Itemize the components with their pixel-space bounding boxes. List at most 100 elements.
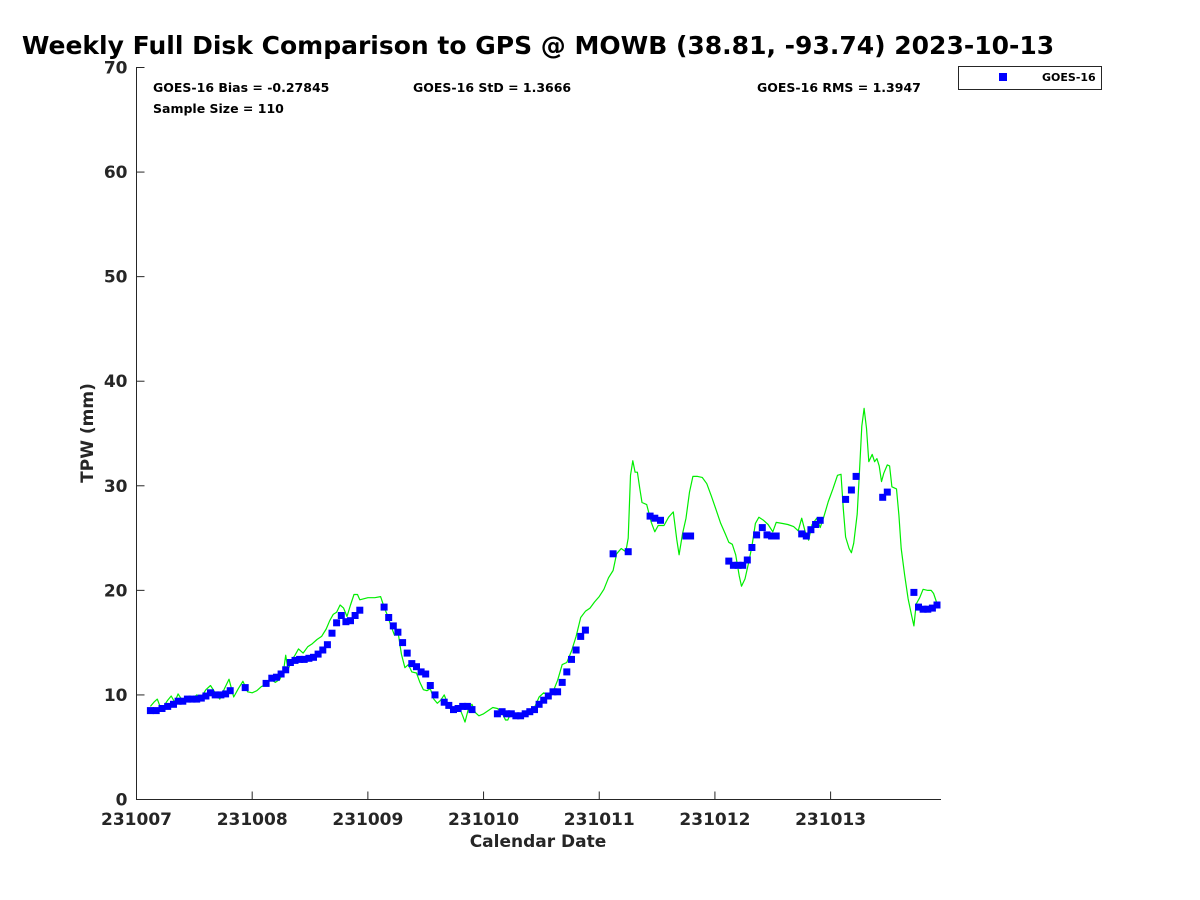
goes16-data-point: [512, 712, 520, 720]
goes16-data-point: [380, 603, 388, 611]
goes16-data-point: [493, 710, 501, 718]
goes16-data-point: [798, 530, 806, 538]
goes16-data-point: [459, 702, 467, 710]
stat-sample-size: Sample Size = 110: [153, 101, 284, 116]
goes16-data-point: [268, 674, 276, 682]
goes16-data-point: [577, 632, 585, 640]
goes16-data-point: [305, 654, 313, 662]
goes16-data-point: [568, 655, 575, 663]
goes16-data-point: [450, 706, 457, 714]
goes16-data-point: [394, 628, 402, 636]
goes16-data-point: [879, 493, 887, 501]
goes16-data-point: [431, 691, 439, 699]
goes16-data-point: [933, 601, 941, 609]
goes16-data-point: [758, 524, 766, 532]
goes16-scatter-series: [146, 472, 941, 720]
goes16-data-point: [521, 710, 529, 718]
goes16-data-point: [517, 712, 525, 720]
goes16-data-point: [158, 705, 166, 712]
goes16-data-point: [540, 696, 548, 704]
goes16-data-point: [342, 618, 350, 626]
goes16-data-point: [772, 532, 780, 540]
chart-title: Weekly Full Disk Comparison to GPS @ MOW…: [22, 31, 1054, 60]
goes16-data-point: [222, 690, 230, 698]
goes16-data-point: [554, 688, 562, 696]
goes16-data-point: [291, 656, 299, 664]
x-ticks: 231007 231008 231009 231010 231011 231012 2310…: [101, 791, 866, 830]
goes16-data-point: [847, 486, 855, 494]
y-tick-label: 0: [116, 791, 128, 811]
x-tick-label: 231009: [332, 810, 403, 830]
goes16-data-point: [174, 697, 182, 705]
goes16-data-point: [282, 666, 290, 674]
goes16-data-point: [193, 695, 201, 703]
goes16-data-point: [170, 700, 177, 708]
goes16-data-point: [842, 495, 850, 503]
goes16-data-point: [188, 695, 196, 703]
y-tick-label: 10: [104, 686, 128, 706]
goes16-data-point: [333, 619, 341, 627]
goes16-data-point: [197, 694, 205, 702]
goes16-data-point: [454, 705, 462, 712]
goes16-data-point: [549, 688, 557, 696]
goes16-data-point: [463, 702, 471, 710]
goes16-data-point: [558, 678, 566, 686]
x-tick-label: 231010: [448, 810, 519, 830]
goes16-data-point: [910, 588, 918, 596]
goes16-data-point: [743, 556, 751, 564]
goes16-data-point: [535, 700, 543, 708]
x-axis-label: Calendar Date: [470, 832, 607, 852]
stat-rms: GOES-16 RMS = 1.3947: [757, 80, 921, 95]
goes16-data-point: [802, 532, 810, 540]
goes16-data-point: [183, 695, 191, 703]
y-tick-label: 60: [104, 163, 128, 183]
goes16-data-point: [319, 646, 327, 654]
x-tick-label: 231013: [795, 810, 866, 830]
goes16-data-point: [286, 659, 294, 666]
goes16-data-point: [273, 673, 280, 681]
y-axis-label: TPW (mm): [78, 383, 98, 483]
goes16-data-point: [919, 605, 927, 613]
goes16-data-point: [816, 516, 824, 524]
goes16-data-point: [687, 532, 695, 540]
goes16-data-point: [445, 701, 453, 709]
goes16-data-point: [351, 612, 359, 619]
goes16-data-point: [734, 561, 742, 569]
stat-std: GOES-16 StD = 1.3666: [413, 80, 571, 95]
goes16-data-point: [226, 687, 234, 695]
goes16-data-point: [812, 521, 820, 528]
goes16-data-point: [426, 682, 434, 689]
goes16-data-point: [682, 532, 690, 540]
goes16-data-point: [403, 649, 411, 657]
y-ticks: 0 10 20 30 40 50 60 70: [104, 59, 145, 811]
x-tick-label: 231008: [217, 810, 288, 830]
goes16-data-point: [581, 626, 589, 634]
goes16-data-point: [408, 660, 416, 668]
goes16-data-point: [739, 561, 747, 569]
goes16-data-point: [164, 702, 172, 710]
goes16-data-point: [928, 604, 936, 612]
goes16-data-point: [729, 561, 737, 569]
goes16-data-point: [152, 707, 160, 715]
goes16-data-point: [763, 531, 771, 539]
goes16-data-point: [300, 655, 308, 663]
goes16-data-point: [498, 708, 506, 716]
goes16-data-point: [347, 617, 354, 625]
goes16-data-point: [262, 679, 270, 687]
goes16-data-point: [753, 531, 761, 539]
goes16-data-point: [563, 668, 571, 676]
legend-marker-goes16: [999, 73, 1007, 81]
x-tick-label: 231007: [101, 810, 172, 830]
goes16-data-point: [440, 698, 448, 706]
goes16-data-point: [572, 646, 580, 654]
goes16-data-point: [609, 550, 617, 558]
goes16-data-point: [296, 655, 304, 663]
y-tick-label: 30: [104, 477, 128, 497]
goes16-data-point: [356, 606, 364, 614]
goes16-data-point: [468, 706, 476, 714]
goes16-data-point: [241, 684, 249, 692]
goes16-data-point: [807, 526, 815, 534]
goes16-data-point: [924, 605, 932, 613]
goes16-data-point: [399, 639, 407, 647]
